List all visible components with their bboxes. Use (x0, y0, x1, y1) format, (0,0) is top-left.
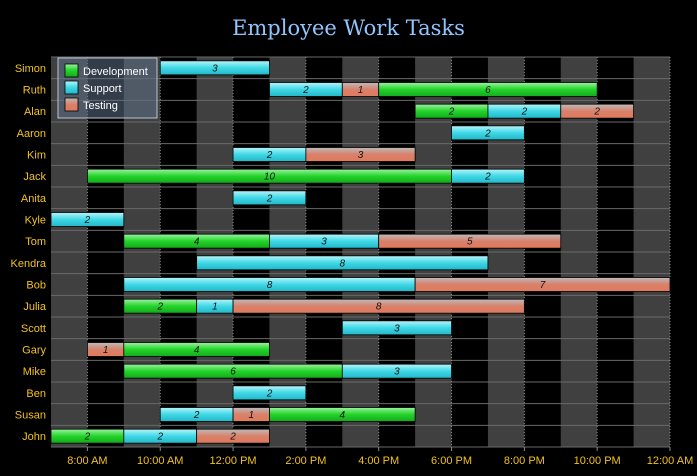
employee-label: Gary (22, 345, 46, 357)
tick-label: 4:00 PM (358, 455, 399, 467)
task-hours-label: 2 (84, 432, 91, 443)
task-bar-testing (378, 233, 562, 249)
legend-swatch-development (64, 63, 79, 78)
legend-swatch-support (64, 80, 79, 95)
employee-label: Julia (23, 301, 47, 313)
task-hours-label: 3 (358, 150, 364, 161)
task-hours-label: 8 (267, 280, 273, 291)
task-hours-label: 2 (193, 410, 200, 421)
task-hours-label: 1 (103, 345, 109, 356)
task-hours-label: 10 (264, 172, 276, 183)
legend-swatch-testing (64, 97, 79, 112)
task-bars: 3 2 1 6 2 2 2 2 2 3 10 2 2 2 4 3 5 8 8 7 2 1 8 3 1 4 6 3 2 2 1 4 2 2 2 (50, 60, 671, 444)
chart-title: Employee Work Tasks (232, 16, 465, 40)
employee-label: Scott (21, 323, 46, 335)
employee-label: Kendra (11, 258, 47, 270)
time-axis: 8:00 AM 10:00 AM 12:00 PM 2:00 PM 4:00 PM 6:0… (67, 447, 693, 467)
tick-label: 10:00 PM (574, 455, 621, 467)
task-bar-testing (232, 298, 525, 314)
task-bar-support (451, 125, 525, 141)
task-hours-label: 3 (394, 367, 400, 378)
task-hours-label: 4 (194, 345, 200, 356)
task-hours-label: 8 (340, 258, 346, 269)
task-bar-testing (560, 103, 634, 119)
task-bar-support (341, 363, 452, 379)
task-hours-label: 2 (229, 432, 236, 443)
task-bar-testing (196, 428, 270, 444)
tick-label: 12:00 AM (647, 455, 693, 467)
task-hours-label: 7 (540, 280, 546, 291)
task-hours-label: 2 (484, 172, 491, 183)
employee-axis: Simon Ruth Alan Aaron Kim Jack Anita Kyle Tom Ken… (11, 63, 47, 443)
task-hours-label: 4 (340, 410, 346, 421)
task-hours-label: 3 (394, 323, 400, 334)
legend-label-development: Development (83, 66, 148, 78)
task-bar-support (451, 168, 525, 184)
task-hours-label: 2 (84, 215, 91, 226)
task-hours-label: 3 (212, 63, 218, 74)
employee-label: Jack (23, 171, 46, 183)
employee-label: Bob (26, 280, 46, 292)
task-hours-label: 1 (358, 85, 364, 96)
employee-label: Kyle (25, 215, 46, 227)
tick-label: 2:00 PM (285, 455, 326, 467)
task-hours-label: 2 (484, 128, 491, 139)
task-bar-support (232, 190, 307, 206)
task-hours-label: 2 (448, 107, 455, 118)
task-bar-development (123, 342, 270, 357)
employee-label: Tom (25, 236, 46, 248)
task-hours-label: 3 (321, 237, 327, 248)
employee-label: Simon (15, 63, 46, 75)
legend: Development Support Testing (57, 57, 158, 119)
task-hours-label: 2 (266, 193, 273, 204)
task-bar-support (196, 255, 489, 271)
task-hours-label: 5 (467, 237, 473, 248)
task-hours-label: 2 (521, 107, 528, 118)
employee-label: Kim (27, 150, 46, 162)
task-hours-label: 1 (248, 410, 254, 421)
tick-label: 10:00 AM (137, 455, 183, 467)
tick-label: 12:00 PM (210, 455, 257, 467)
task-bar-support (159, 60, 270, 76)
task-bar-testing (305, 147, 416, 162)
employee-label: Aaron (17, 128, 46, 140)
task-bar-support (341, 320, 452, 336)
legend-label-support: Support (83, 83, 122, 95)
tick-label: 8:00 PM (504, 455, 545, 467)
task-hours-label: 4 (194, 237, 200, 248)
task-bar-support (232, 385, 307, 401)
task-bar-support (50, 212, 125, 227)
tick-label: 6:00 PM (431, 455, 472, 467)
employee-label: Anita (21, 193, 47, 205)
task-bar-testing (414, 277, 671, 292)
legend-label-testing: Testing (83, 100, 118, 112)
task-bar-development (269, 407, 416, 422)
employee-label: Ruth (23, 85, 46, 97)
task-hours-label: 2 (593, 107, 600, 118)
task-hours-label: 6 (485, 85, 491, 96)
tick-label: 8:00 AM (67, 455, 107, 467)
task-hours-label: 1 (212, 302, 218, 313)
task-hours-label: 2 (266, 388, 273, 399)
task-hours-label: 2 (156, 432, 163, 443)
employee-label: Alan (24, 106, 46, 118)
task-hours-label: 2 (266, 150, 273, 161)
task-bar-development (378, 82, 598, 97)
task-hours-label: 2 (302, 85, 309, 96)
grid-lines (51, 56, 671, 448)
task-hours-label: 6 (230, 367, 236, 378)
employee-label: Mike (23, 366, 46, 378)
task-hours-label: 2 (156, 302, 163, 313)
employee-label: John (22, 431, 46, 443)
employee-label: Susan (15, 410, 46, 422)
task-hours-label: 8 (376, 302, 382, 313)
employee-label: Ben (26, 388, 46, 400)
